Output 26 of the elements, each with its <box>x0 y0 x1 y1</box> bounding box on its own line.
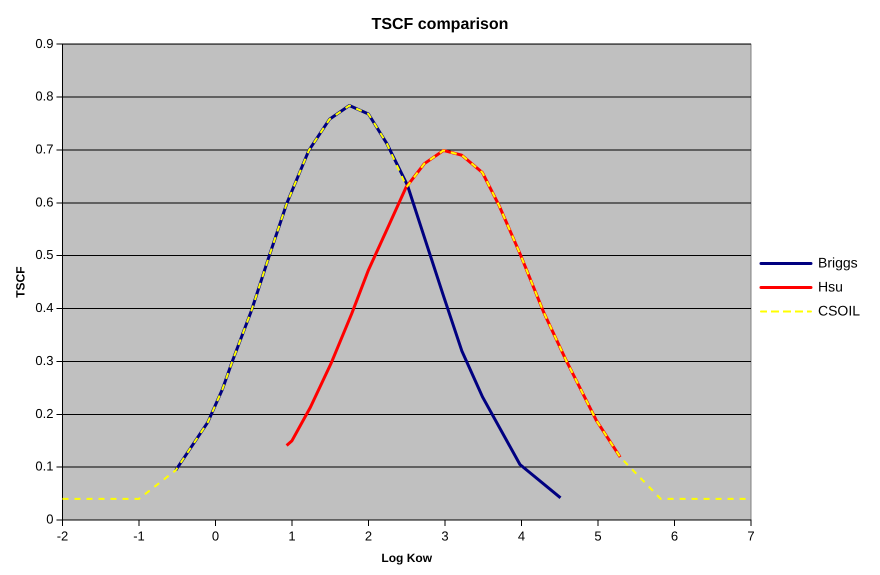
x-axis-title: Log Kow <box>381 551 433 566</box>
y-tick-label: 0.2 <box>35 406 54 421</box>
x-tick-label: 7 <box>747 528 755 544</box>
y-axis-title: TSCF <box>14 266 28 298</box>
x-tick-label: 3 <box>441 528 449 544</box>
x-tick-label: -2 <box>56 528 68 544</box>
legend-label: Briggs <box>818 254 858 270</box>
y-tick-label: 0.3 <box>35 352 54 368</box>
chart-title: TSCF comparison <box>372 16 508 34</box>
y-tick-label: 0.4 <box>35 300 54 316</box>
legend-label: Hsu <box>818 278 843 294</box>
x-tick-label: 5 <box>594 528 602 544</box>
y-tick-label: 0.7 <box>35 142 54 157</box>
y-tick-label: 0.6 <box>35 194 54 210</box>
x-tick-label: 6 <box>670 528 678 544</box>
x-tick-label: -1 <box>133 528 145 544</box>
y-tick-label: 0.5 <box>35 247 54 262</box>
x-tick-label: 0 <box>212 528 220 544</box>
legend-label: CSOIL <box>818 302 860 318</box>
y-tick-label: 0.8 <box>35 88 54 104</box>
y-tick-label: 0.1 <box>35 458 54 474</box>
x-tick-label: 4 <box>518 528 526 544</box>
y-tick-label: 0 <box>46 512 54 527</box>
x-tick-label: 2 <box>364 528 372 544</box>
x-tick-label: 1 <box>288 528 296 544</box>
y-tick-label: 0.9 <box>35 36 54 51</box>
